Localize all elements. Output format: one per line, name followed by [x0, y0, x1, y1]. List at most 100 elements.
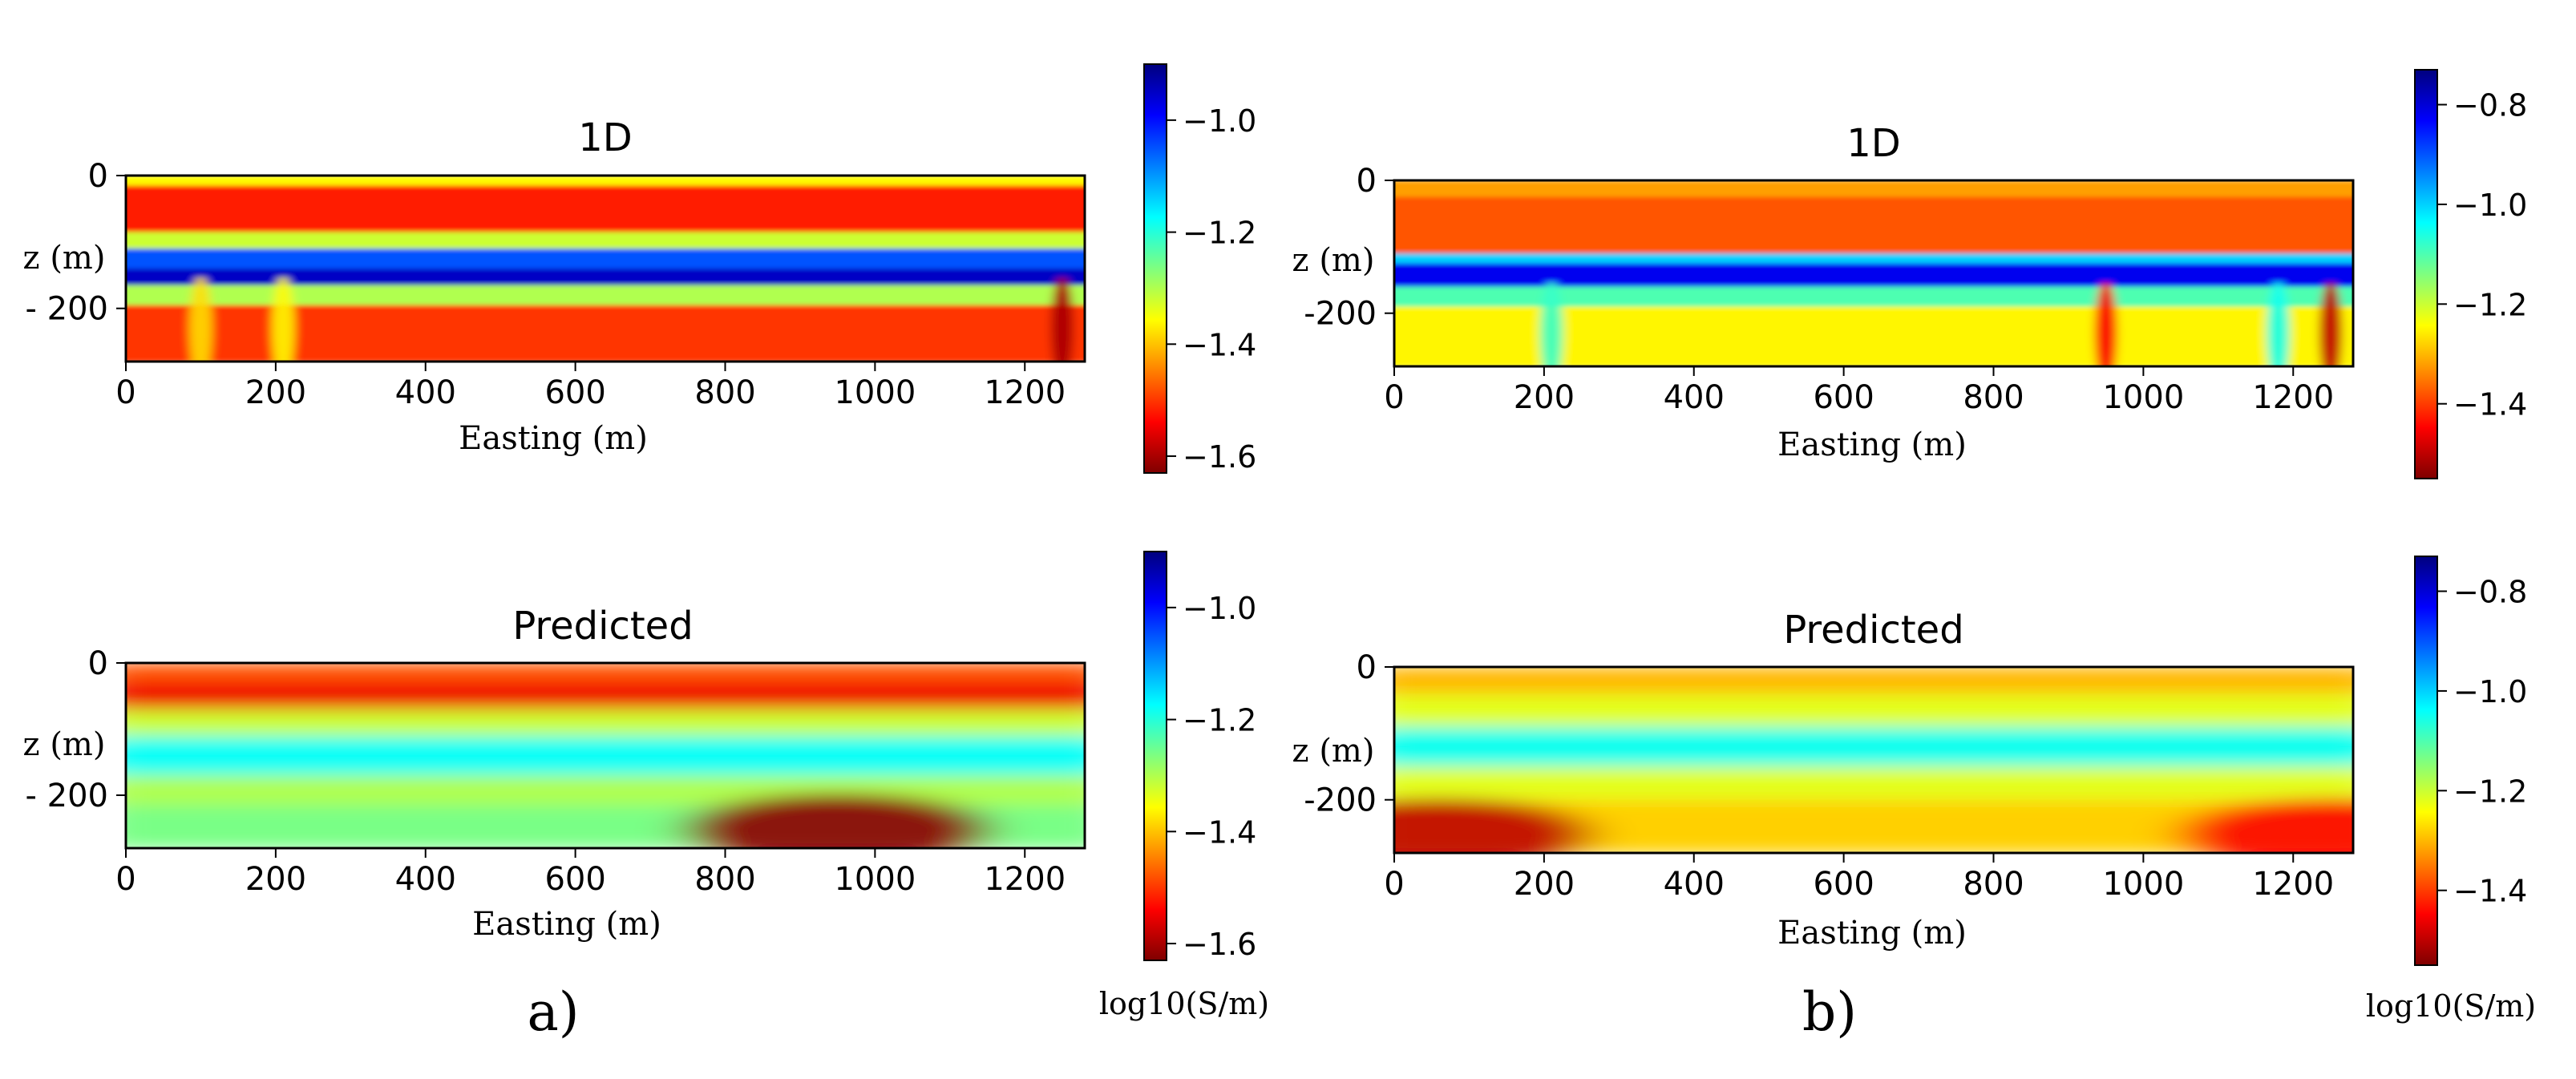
y-axis-label: z (m) [1292, 242, 1375, 279]
colorbar-tick-label: −0.8 [2453, 88, 2527, 123]
plot-frame [124, 174, 1086, 363]
plot-frame [124, 661, 1086, 850]
colorbar-tick-label: −1.0 [2453, 674, 2527, 709]
colorbar-tick-label: −1.0 [1183, 103, 1256, 139]
colorbar-tick-label: −1.6 [1183, 439, 1256, 475]
y-tick-label: -200 [1304, 782, 1377, 819]
x-tick-label: 1000 [834, 374, 916, 411]
x-tick-label: 600 [1813, 379, 1874, 416]
plot-frame [1393, 179, 2355, 368]
heatmap-anomaly [2267, 281, 2290, 366]
y-tick-label: - 200 [26, 291, 109, 328]
heatmap-layer [1394, 253, 2353, 265]
chart-a-predicted: Predicted 0 200 400 600 800 1000 1200 0 - 200 E… [23, 604, 1086, 943]
heatmap-layer [126, 305, 1085, 362]
x-axis-label: Easting (m) [472, 906, 661, 943]
heatmap-layer [1394, 667, 2353, 695]
x-tick-label: 1200 [984, 374, 1066, 411]
plot-frame [1393, 665, 2355, 855]
heatmap-anomaly [272, 276, 295, 362]
colorbar-tick-label: −0.8 [2453, 575, 2527, 610]
colorbar-b-bottom: −0.8 −1.0 −1.2 −1.4 [2414, 556, 2527, 966]
y-tick-label: - 200 [26, 778, 109, 814]
x-tick-label: 800 [694, 374, 755, 411]
x-tick-label: 800 [1963, 866, 2024, 903]
colorbar-tick-label: −1.4 [1183, 327, 1256, 362]
heatmap-layer [1394, 693, 2353, 728]
heatmap-layers [1394, 180, 2353, 366]
chart-title: Predicted [1783, 608, 1963, 653]
heatmap-layer [126, 735, 1085, 777]
colorbar-gradient [2414, 69, 2438, 479]
heatmap-layer [126, 185, 1085, 233]
x-tick-label: 0 [115, 374, 135, 411]
y-axis: 0 -200 [1304, 163, 1394, 333]
x-tick-label: 600 [544, 374, 605, 411]
heatmap-layer [126, 176, 1085, 187]
heatmap-layer [126, 285, 1085, 306]
chart-title: 1D [578, 115, 633, 160]
colorbar-a-top: −1.0 −1.2 −1.4 −1.6 [1143, 63, 1256, 475]
x-tick-label: 200 [1514, 379, 1575, 416]
heatmap-layer [126, 709, 1085, 737]
heatmap-anomaly [685, 793, 990, 848]
colorbar-tick-label: −1.2 [2453, 774, 2527, 809]
x-tick-label: 200 [245, 374, 306, 411]
colorbar-gradient [1143, 551, 1167, 961]
x-tick-label: 0 [1384, 866, 1404, 903]
x-tick-label: 400 [1664, 379, 1725, 416]
y-axis: 0 -200 [1304, 649, 1394, 819]
heatmap-layer [126, 775, 1085, 806]
colorbar-gradient [2414, 556, 2438, 966]
colorbar-tick-label: −1.4 [2453, 387, 2527, 422]
heatmap-layer [1394, 726, 2353, 768]
heatmap-anomaly [2178, 798, 2353, 853]
heatmap-layer [126, 232, 1085, 250]
heatmap-anomaly [1540, 281, 1563, 366]
x-tick-label: 1200 [2252, 866, 2334, 903]
colorbar-gradient [1143, 63, 1167, 474]
colorbar-tick-label: −1.0 [1183, 591, 1256, 626]
colorbar-units-label-a: log10(S/m) [1099, 986, 1269, 1021]
x-axis-label: Easting (m) [1777, 915, 1967, 952]
x-axis-label: Easting (m) [459, 420, 648, 457]
chart-b-1d: 1D 0 200 400 600 800 1000 1200 0 -200 Easting (… [1292, 121, 2355, 463]
x-tick-label: 1000 [2102, 866, 2184, 903]
chart-b-predicted: Predicted 0 200 400 600 800 1000 1200 0 -200 Ea… [1292, 608, 2355, 952]
x-tick-label: 1000 [2102, 379, 2184, 416]
x-axis: 0 200 400 600 800 1000 1200 [115, 848, 1066, 898]
heatmap-field [126, 176, 1085, 362]
heatmap-layers [126, 663, 1085, 848]
heatmap-anomaly [2094, 281, 2117, 366]
heatmap-field [126, 663, 1085, 848]
heatmap-layer [1394, 286, 2353, 308]
y-tick-label: 0 [1357, 163, 1377, 200]
colorbar-tick-label: −1.6 [1183, 927, 1256, 962]
colorbar-b-top: −0.8 −1.0 −1.2 −1.4 [2414, 69, 2527, 479]
x-tick-label: 200 [245, 861, 306, 898]
x-tick-label: 1200 [2252, 379, 2334, 416]
heatmap-layer [1394, 766, 2353, 801]
y-axis-label: z (m) [1292, 733, 1375, 770]
y-tick-label: 0 [1357, 649, 1377, 686]
panel-label-b: b) [1802, 981, 1857, 1043]
colorbar-tick-label: −1.0 [2453, 188, 2527, 223]
heatmap-layers [1394, 667, 2353, 853]
x-tick-label: 0 [1384, 379, 1404, 416]
heatmap-layer [1394, 180, 2353, 198]
heatmap-field [1394, 667, 2353, 853]
x-axis: 0 200 400 600 800 1000 1200 [1384, 853, 2334, 903]
x-axis: 0 200 400 600 800 1000 1200 [115, 362, 1066, 411]
chart-a-1d: 1D 0 200 400 600 800 1000 1200 0 - 200 Easting … [23, 115, 1086, 457]
x-axis-label: Easting (m) [1777, 426, 1967, 463]
heatmap-layer [1394, 196, 2353, 255]
heatmap-layers [126, 176, 1085, 362]
y-axis: 0 - 200 [26, 645, 126, 814]
x-tick-label: 0 [115, 861, 135, 898]
y-axis-label: z (m) [23, 726, 106, 763]
heatmap-layer [126, 663, 1085, 684]
heatmap-anomaly [1394, 798, 1592, 853]
x-tick-label: 400 [1664, 866, 1725, 903]
chart-title: Predicted [512, 604, 693, 649]
